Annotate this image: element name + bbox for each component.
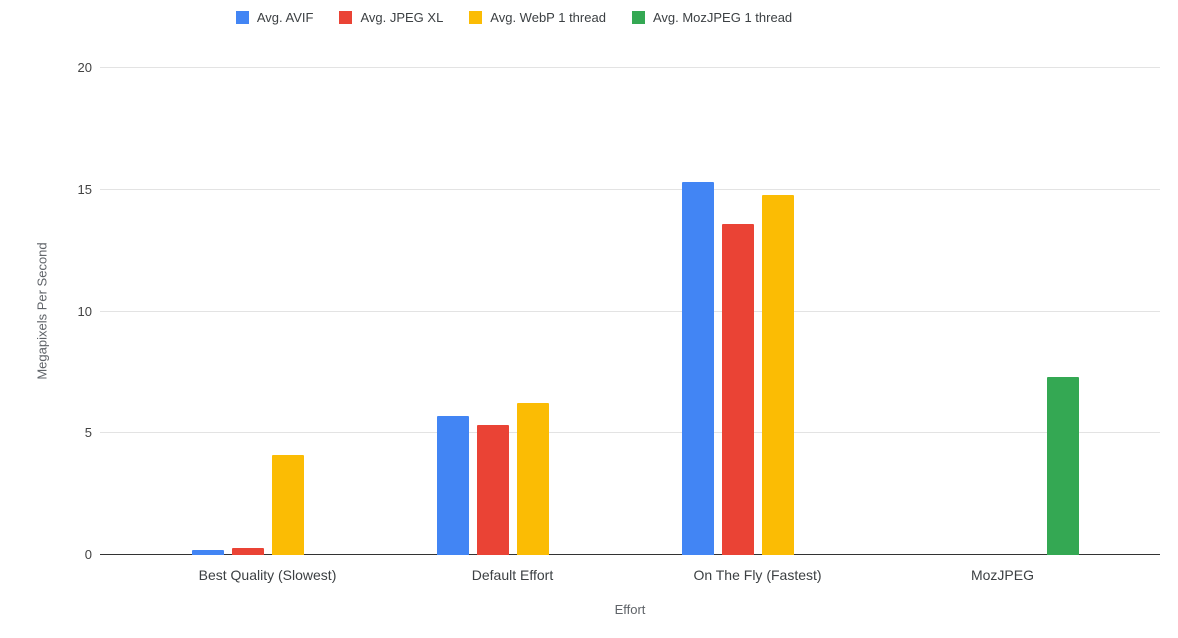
- bar-jpeg-xl-best-quality-slowest[interactable]: [231, 547, 264, 555]
- legend-item-avg-mozjpeg-1-thread[interactable]: Avg. MozJPEG 1 thread: [631, 10, 793, 25]
- y-tick-label-15: 15: [77, 181, 92, 197]
- x-axis-title: Effort: [614, 602, 646, 617]
- bar-jpeg-xl-on-the-fly-fastest[interactable]: [721, 223, 754, 555]
- bar-slot: [1046, 68, 1079, 555]
- bar-slot: [271, 68, 304, 555]
- category-group-on-the-fly-fastest: On The Fly (Fastest): [635, 68, 880, 583]
- legend-swatch-icon: [235, 11, 249, 24]
- x-tick-label-default-effort: Default Effort: [471, 567, 554, 583]
- bar-slot: [761, 68, 794, 555]
- gridline-15: [100, 188, 1160, 190]
- y-tick-label-0: 0: [84, 547, 92, 562]
- legend-swatch-icon: [339, 11, 353, 24]
- legend-label: Avg. AVIF: [256, 10, 314, 25]
- chart-legend: Avg. AVIF Avg. JPEG XL Avg. WebP 1 thread A…: [0, 10, 1178, 25]
- bar-slot: [967, 68, 999, 555]
- bar-avif-default-effort[interactable]: [436, 416, 469, 555]
- bar-avif-best-quality-slowest[interactable]: [191, 550, 224, 555]
- bar-jpeg-xl-default-effort[interactable]: [476, 424, 509, 555]
- legend-label: Avg. MozJPEG 1 thread: [652, 10, 793, 25]
- x-tick-label-mozjpeg: MozJPEG: [970, 567, 1034, 583]
- bar-mozjpeg-1-thread-mozjpeg[interactable]: [1046, 377, 1079, 555]
- bar-slot: [516, 68, 549, 555]
- bar-slot: [436, 68, 469, 555]
- x-tick-label-best-quality-slowest: Best Quality (Slowest): [198, 567, 337, 583]
- bar-slot: [476, 68, 509, 555]
- category-group-best-quality-slowest: Best Quality (Slowest): [145, 68, 390, 583]
- bar-slot: [802, 68, 834, 555]
- x-tick-label-on-the-fly-fastest: On The Fly (Fastest): [693, 567, 822, 583]
- bar-slot: [927, 68, 959, 555]
- legend-swatch-icon: [469, 11, 483, 24]
- bar-slot: [681, 68, 714, 555]
- bar-slot: [312, 68, 344, 555]
- bar-webp-1-thread-default-effort[interactable]: [516, 402, 549, 555]
- category-group-mozjpeg: MozJPEG: [880, 68, 1125, 583]
- legend-label: Avg. JPEG XL: [360, 10, 444, 25]
- category-group-default-effort: Default Effort: [390, 68, 635, 583]
- legend-item-avg-jpeg-xl[interactable]: Avg. JPEG XL: [339, 10, 443, 25]
- bar-slot: [231, 68, 264, 555]
- gridline-5: [100, 432, 1160, 434]
- legend-item-avg-avif[interactable]: Avg. AVIF: [235, 10, 314, 25]
- bar-slot: [557, 68, 589, 555]
- bars-area: Best Quality (Slowest) Default Effort On T…: [145, 68, 1125, 583]
- bar-avif-on-the-fly-fastest[interactable]: [681, 182, 714, 555]
- gridline-10: [100, 310, 1160, 312]
- bar-slot: [1007, 68, 1039, 555]
- bar-webp-1-thread-best-quality-slowest[interactable]: [271, 455, 304, 555]
- legend-label: Avg. WebP 1 thread: [490, 10, 606, 25]
- plot-area: 0 5 10 15 20 Best Quality (Slowest) Default E…: [78, 60, 1160, 583]
- x-axis-baseline: [100, 554, 1160, 555]
- legend-item-avg-webp-1-thread[interactable]: Avg. WebP 1 thread: [469, 10, 606, 25]
- gridlines: 0 5 10 15 20: [78, 60, 1160, 562]
- y-tick-label-20: 20: [77, 60, 92, 75]
- bar-slot: [191, 68, 224, 555]
- bar-webp-1-thread-on-the-fly-fastest[interactable]: [761, 194, 794, 555]
- y-tick-label-5: 5: [84, 425, 92, 441]
- gridline-20: [100, 67, 1160, 68]
- y-tick-label-10: 10: [77, 303, 92, 319]
- legend-swatch-icon: [631, 11, 645, 24]
- y-axis-title: Megapixels Per Second: [34, 242, 50, 380]
- bar-slot: [721, 68, 754, 555]
